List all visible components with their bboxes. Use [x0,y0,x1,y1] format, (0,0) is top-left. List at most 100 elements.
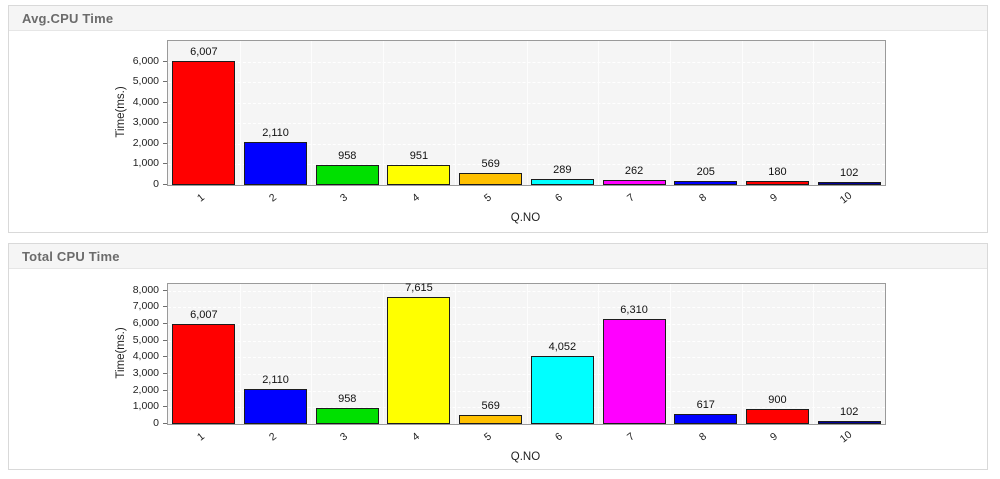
bar-value-label: 6,007 [190,46,218,59]
x-tick-label: 4 [409,191,422,205]
x-tick-label: 1 [194,191,207,205]
x-axis-title: Q.NO [510,212,541,224]
y-tick-label: 0 [153,178,159,190]
bar-value-label: 2,110 [262,373,289,386]
bar-q6 [530,356,594,424]
v-gridline [741,41,743,185]
x-tick-label: 8 [696,430,709,444]
y-tick-mark [163,60,167,62]
y-tick-label: 6,000 [132,54,159,67]
x-tick-label: 10 [837,189,855,207]
y-tick-label: 8,000 [132,283,159,296]
y-tick-label: 1,000 [132,400,159,413]
y-tick-label: 4,000 [132,350,159,363]
bar-value-label: 205 [696,165,715,178]
bar-value-label: 262 [624,164,644,177]
panel-avg-cpu-time: Avg.CPU Time 0 1,000 2,000 3,000 4,000 5,000 6… [8,5,988,233]
x-tick-label: 6 [553,430,566,444]
bar-value-label: 102 [839,406,859,418]
panel-header: Avg.CPU Time [9,6,987,31]
x-tick-label: 10 [837,428,855,446]
bar-value-label: 958 [338,150,357,163]
bar-value-label: 7,615 [405,282,433,295]
v-gridline [598,41,600,185]
v-gridline [813,284,815,424]
x-tick-label: 7 [625,191,638,205]
y-tick-label: 4,000 [132,95,159,108]
bar-value-label: 6,310 [620,303,648,316]
y-tick-mark [163,306,167,308]
avg-cpu-time-bar-chart: 0 1,000 2,000 3,000 4,000 5,000 6,000 6,007 2,11… [9,31,987,232]
v-gridline [454,41,456,185]
v-gridline [598,284,600,424]
x-tick-label: 6 [553,191,566,205]
y-tick-label: 5,000 [132,75,159,88]
x-tick-label: 4 [409,430,422,444]
bar-value-label: 951 [409,150,429,163]
bar-value-label: 569 [481,399,500,412]
bar-q2 [244,141,308,185]
bar-q2 [244,388,308,424]
x-axis-title: Q.NO [510,451,541,463]
bar-value-label: 6,007 [190,308,218,321]
y-tick-mark [163,406,167,408]
bar-q5 [459,173,523,185]
x-tick-label: 7 [625,430,638,444]
bar-q7 [602,179,666,185]
y-tick-label: 3,000 [132,116,159,129]
y-tick-mark [163,339,167,341]
y-tick-label: 1,000 [132,157,159,170]
y-tick-label: 7,000 [132,300,159,313]
y-tick-label: 3,000 [132,367,159,379]
bar-q9 [745,181,809,185]
bar-value-label: 2,110 [262,126,289,139]
bar-value-label: 900 [768,394,787,406]
y-tick-mark [163,423,167,424]
y-axis-title: Time(ms.) [115,86,127,138]
y-tick-mark [163,323,167,324]
y-tick-mark [163,289,167,291]
v-gridline [239,41,241,185]
bar-value-label: 958 [338,393,357,406]
y-tick-label: 2,000 [132,136,159,149]
v-gridline [383,284,385,424]
panel-total-cpu-time: Total CPU Time 0 1,000 2,000 3,000 4,000 5,00… [8,243,988,470]
x-tick-label: 8 [696,191,709,205]
x-tick-label: 9 [768,191,781,205]
bar-q4 [387,165,451,185]
bar-value-label: 180 [768,166,787,179]
x-tick-label: 2 [266,191,279,205]
y-tick-mark [163,163,167,165]
panel-title: Avg.CPU Time [22,10,114,26]
v-gridline [669,284,671,424]
bar-value-label: 102 [839,167,859,179]
bar-q9 [745,409,809,424]
x-tick-label: 9 [768,430,781,444]
v-gridline [526,284,528,424]
v-gridline [239,284,241,424]
v-gridline [383,41,385,185]
bar-q1 [172,323,236,424]
y-tick-label: 5,000 [132,333,159,346]
bar-q10 [817,182,881,185]
x-tick-label: 5 [481,430,494,444]
bar-q3 [315,408,379,424]
bar-q8 [674,180,738,185]
x-tick-label: 1 [194,430,207,444]
panel-header: Total CPU Time [9,244,987,269]
y-tick-label: 0 [153,417,159,429]
y-tick-mark [163,101,167,103]
y-tick-label: 6,000 [132,317,159,329]
bar-q4 [387,297,451,424]
y-axis-title: Time(ms.) [115,327,127,379]
y-tick-mark [163,184,167,185]
x-tick-label: 2 [266,430,279,444]
v-gridline [311,41,313,185]
bar-q3 [315,165,379,185]
y-tick-mark [163,356,167,358]
bar-value-label: 289 [553,164,572,177]
total-cpu-time-bar-chart: 0 1,000 2,000 3,000 4,000 5,000 6,000 7,000 8,00… [9,269,987,469]
y-tick-label: 2,000 [132,383,159,396]
v-gridline [454,284,456,424]
